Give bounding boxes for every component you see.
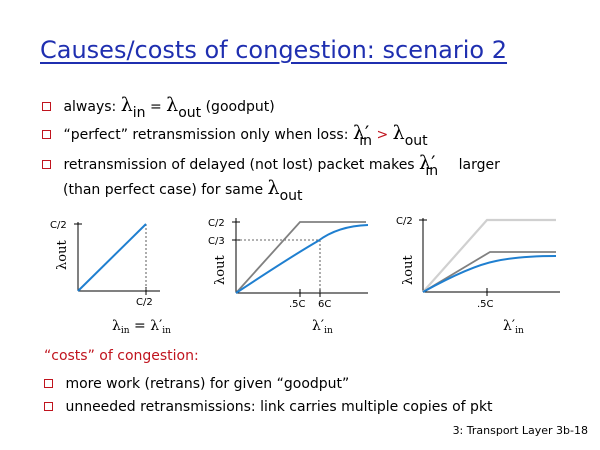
goodput-text: (goodput): [201, 99, 275, 115]
costs-heading: “costs” of congestion:: [44, 348, 199, 364]
y-axis-label: λout: [401, 255, 416, 285]
prime-symbol: ′: [364, 122, 370, 144]
perfect-case-line: [235, 221, 366, 294]
cost-item-text: more work (retrans) for given “goodput”: [65, 376, 350, 392]
bullet-3-continuation: (than perfect case) for same: [63, 182, 268, 198]
bullet-box-icon: [42, 130, 51, 139]
cost-item-2: unneeded retransmissions: link carries m…: [44, 399, 493, 415]
lambda-symbol: λ: [419, 152, 432, 174]
chart-perfect-case: C/2 C/2 λout λin = λ′in: [50, 220, 171, 336]
bullet-1-text: always:: [63, 99, 121, 115]
greater-than-sign: >: [372, 127, 393, 143]
y-axis-label: λout: [213, 255, 228, 285]
lambda-symbol: λ: [166, 94, 179, 116]
delayed-case-line: [422, 251, 556, 293]
subscript-in: in: [359, 133, 373, 149]
equals-sign: =: [145, 99, 167, 115]
goodput-line: [77, 223, 147, 292]
goodput-curve: [235, 224, 369, 294]
subscript-out: out: [279, 188, 303, 204]
x-tick-label: .5C: [477, 299, 494, 310]
y-tick-label: C/2: [396, 216, 413, 227]
subscript-out: out: [404, 133, 428, 149]
y-tick-label: C/2: [208, 218, 225, 229]
x-axis-label: λin = λ′in: [112, 318, 171, 336]
subscript-out: out: [178, 105, 202, 121]
bullet-3-text: retransmission of delayed (not lost) pac…: [63, 157, 420, 173]
bullet-box-icon: [44, 402, 53, 411]
x-tick-label: C/2: [136, 297, 153, 308]
chart-delayed-retransmission: C/2 C/3 .5C 6C λout λ′in: [208, 218, 369, 336]
y-tick-label: C/3: [208, 236, 225, 247]
bullet-3-line-2: (than perfect case) for same λout: [63, 177, 303, 204]
lambda-symbol: λ: [267, 177, 280, 199]
bullet-2: “perfect” retransmission only when loss:…: [42, 122, 428, 149]
bullet-box-icon: [44, 379, 53, 388]
larger-text: larger: [454, 157, 500, 173]
bullet-box-icon: [42, 102, 51, 111]
bullet-2-text: “perfect” retransmission only when loss:: [63, 127, 353, 143]
goodput-curve: [422, 255, 557, 293]
y-tick-label: C/2: [50, 220, 67, 231]
subscript-in: in: [425, 163, 439, 179]
throughput-charts: C/2 C/2 λout λin = λ′in C/2 C/3 .5C 6C λ…: [50, 216, 560, 336]
lambda-symbol: λ: [392, 122, 405, 144]
perfect-case-line: [422, 218, 556, 293]
bullet-3: retransmission of delayed (not lost) pac…: [42, 152, 500, 179]
slide-footer: 3: Transport Layer 3b-18: [452, 424, 588, 437]
cost-item-1: more work (retrans) for given “goodput”: [44, 376, 349, 392]
x-tick-label: 6C: [318, 299, 331, 310]
bullet-1: always: λin = λout (goodput): [42, 94, 275, 121]
bullet-box-icon: [42, 160, 51, 169]
chart-unneeded-retransmission: C/2 .5C λout λ′in: [396, 216, 560, 336]
y-axis-label: λout: [55, 240, 70, 270]
x-axis-label: λ′in: [503, 318, 524, 336]
cost-item-text: unneeded retransmissions: link carries m…: [65, 399, 493, 415]
slide-title: Causes/costs of congestion: scenario 2: [40, 36, 508, 64]
lambda-symbol: λ: [352, 122, 365, 144]
lambda-symbol: λ: [120, 94, 133, 116]
subscript-in: in: [132, 105, 146, 121]
prime-symbol: ′: [431, 152, 436, 174]
x-axis-label: λ′in: [312, 318, 333, 336]
x-tick-label: .5C: [289, 299, 306, 310]
